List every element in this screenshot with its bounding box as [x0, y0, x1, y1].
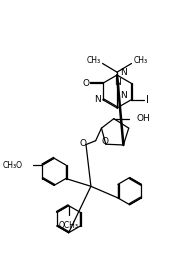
Text: CH₃: CH₃ — [133, 56, 148, 65]
Text: I: I — [146, 95, 149, 105]
Text: OCH₃: OCH₃ — [59, 221, 79, 230]
Text: N: N — [114, 78, 120, 87]
Text: N: N — [120, 91, 127, 100]
Text: N: N — [94, 95, 101, 104]
Text: OH: OH — [136, 114, 150, 123]
Text: O: O — [83, 79, 90, 88]
Text: CH₃: CH₃ — [86, 56, 101, 65]
Text: O: O — [101, 137, 108, 146]
Text: O: O — [80, 139, 87, 148]
Text: CH₃O: CH₃O — [3, 160, 23, 169]
Text: N: N — [120, 68, 127, 77]
